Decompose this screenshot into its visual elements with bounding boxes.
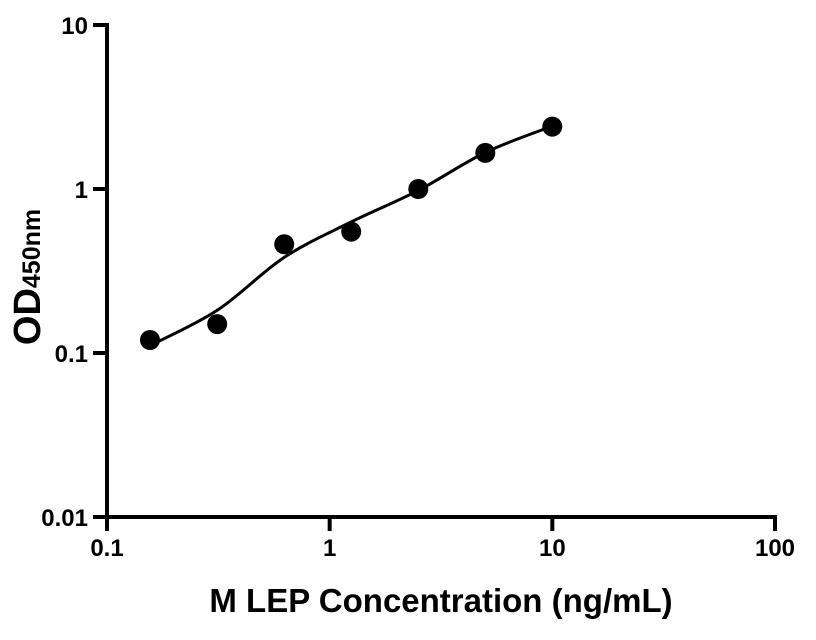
data-point-marker	[475, 142, 496, 163]
data-point-marker	[408, 179, 429, 199]
y-axis-title-main: OD	[7, 288, 49, 345]
x-axis-ticks: 0.1 1 10 100	[90, 517, 795, 562]
data-point-marker	[140, 330, 160, 350]
x-tick-label: 100	[755, 535, 795, 562]
data-point-marker	[341, 221, 362, 242]
x-axis-title: M LEP Concentration (ng/mL)	[209, 582, 672, 619]
data-points	[140, 116, 563, 350]
y-axis-title-subscript: 450nm	[18, 209, 46, 288]
x-tick-label: 0.1	[90, 535, 123, 562]
data-point-marker	[207, 314, 228, 335]
y-axis-ticks: 0.01 0.1 1 10	[41, 13, 105, 532]
y-axis-title: OD450nm	[7, 209, 49, 345]
data-point-marker	[274, 234, 295, 255]
data-point-marker	[542, 116, 563, 137]
y-tick-label: 1	[75, 177, 88, 204]
y-tick-label: 0.1	[55, 341, 88, 368]
y-tick-label: 0.01	[41, 505, 88, 532]
y-tick-label: 10	[61, 13, 88, 40]
x-tick-label: 10	[539, 535, 566, 562]
x-tick-label: 1	[323, 535, 336, 562]
